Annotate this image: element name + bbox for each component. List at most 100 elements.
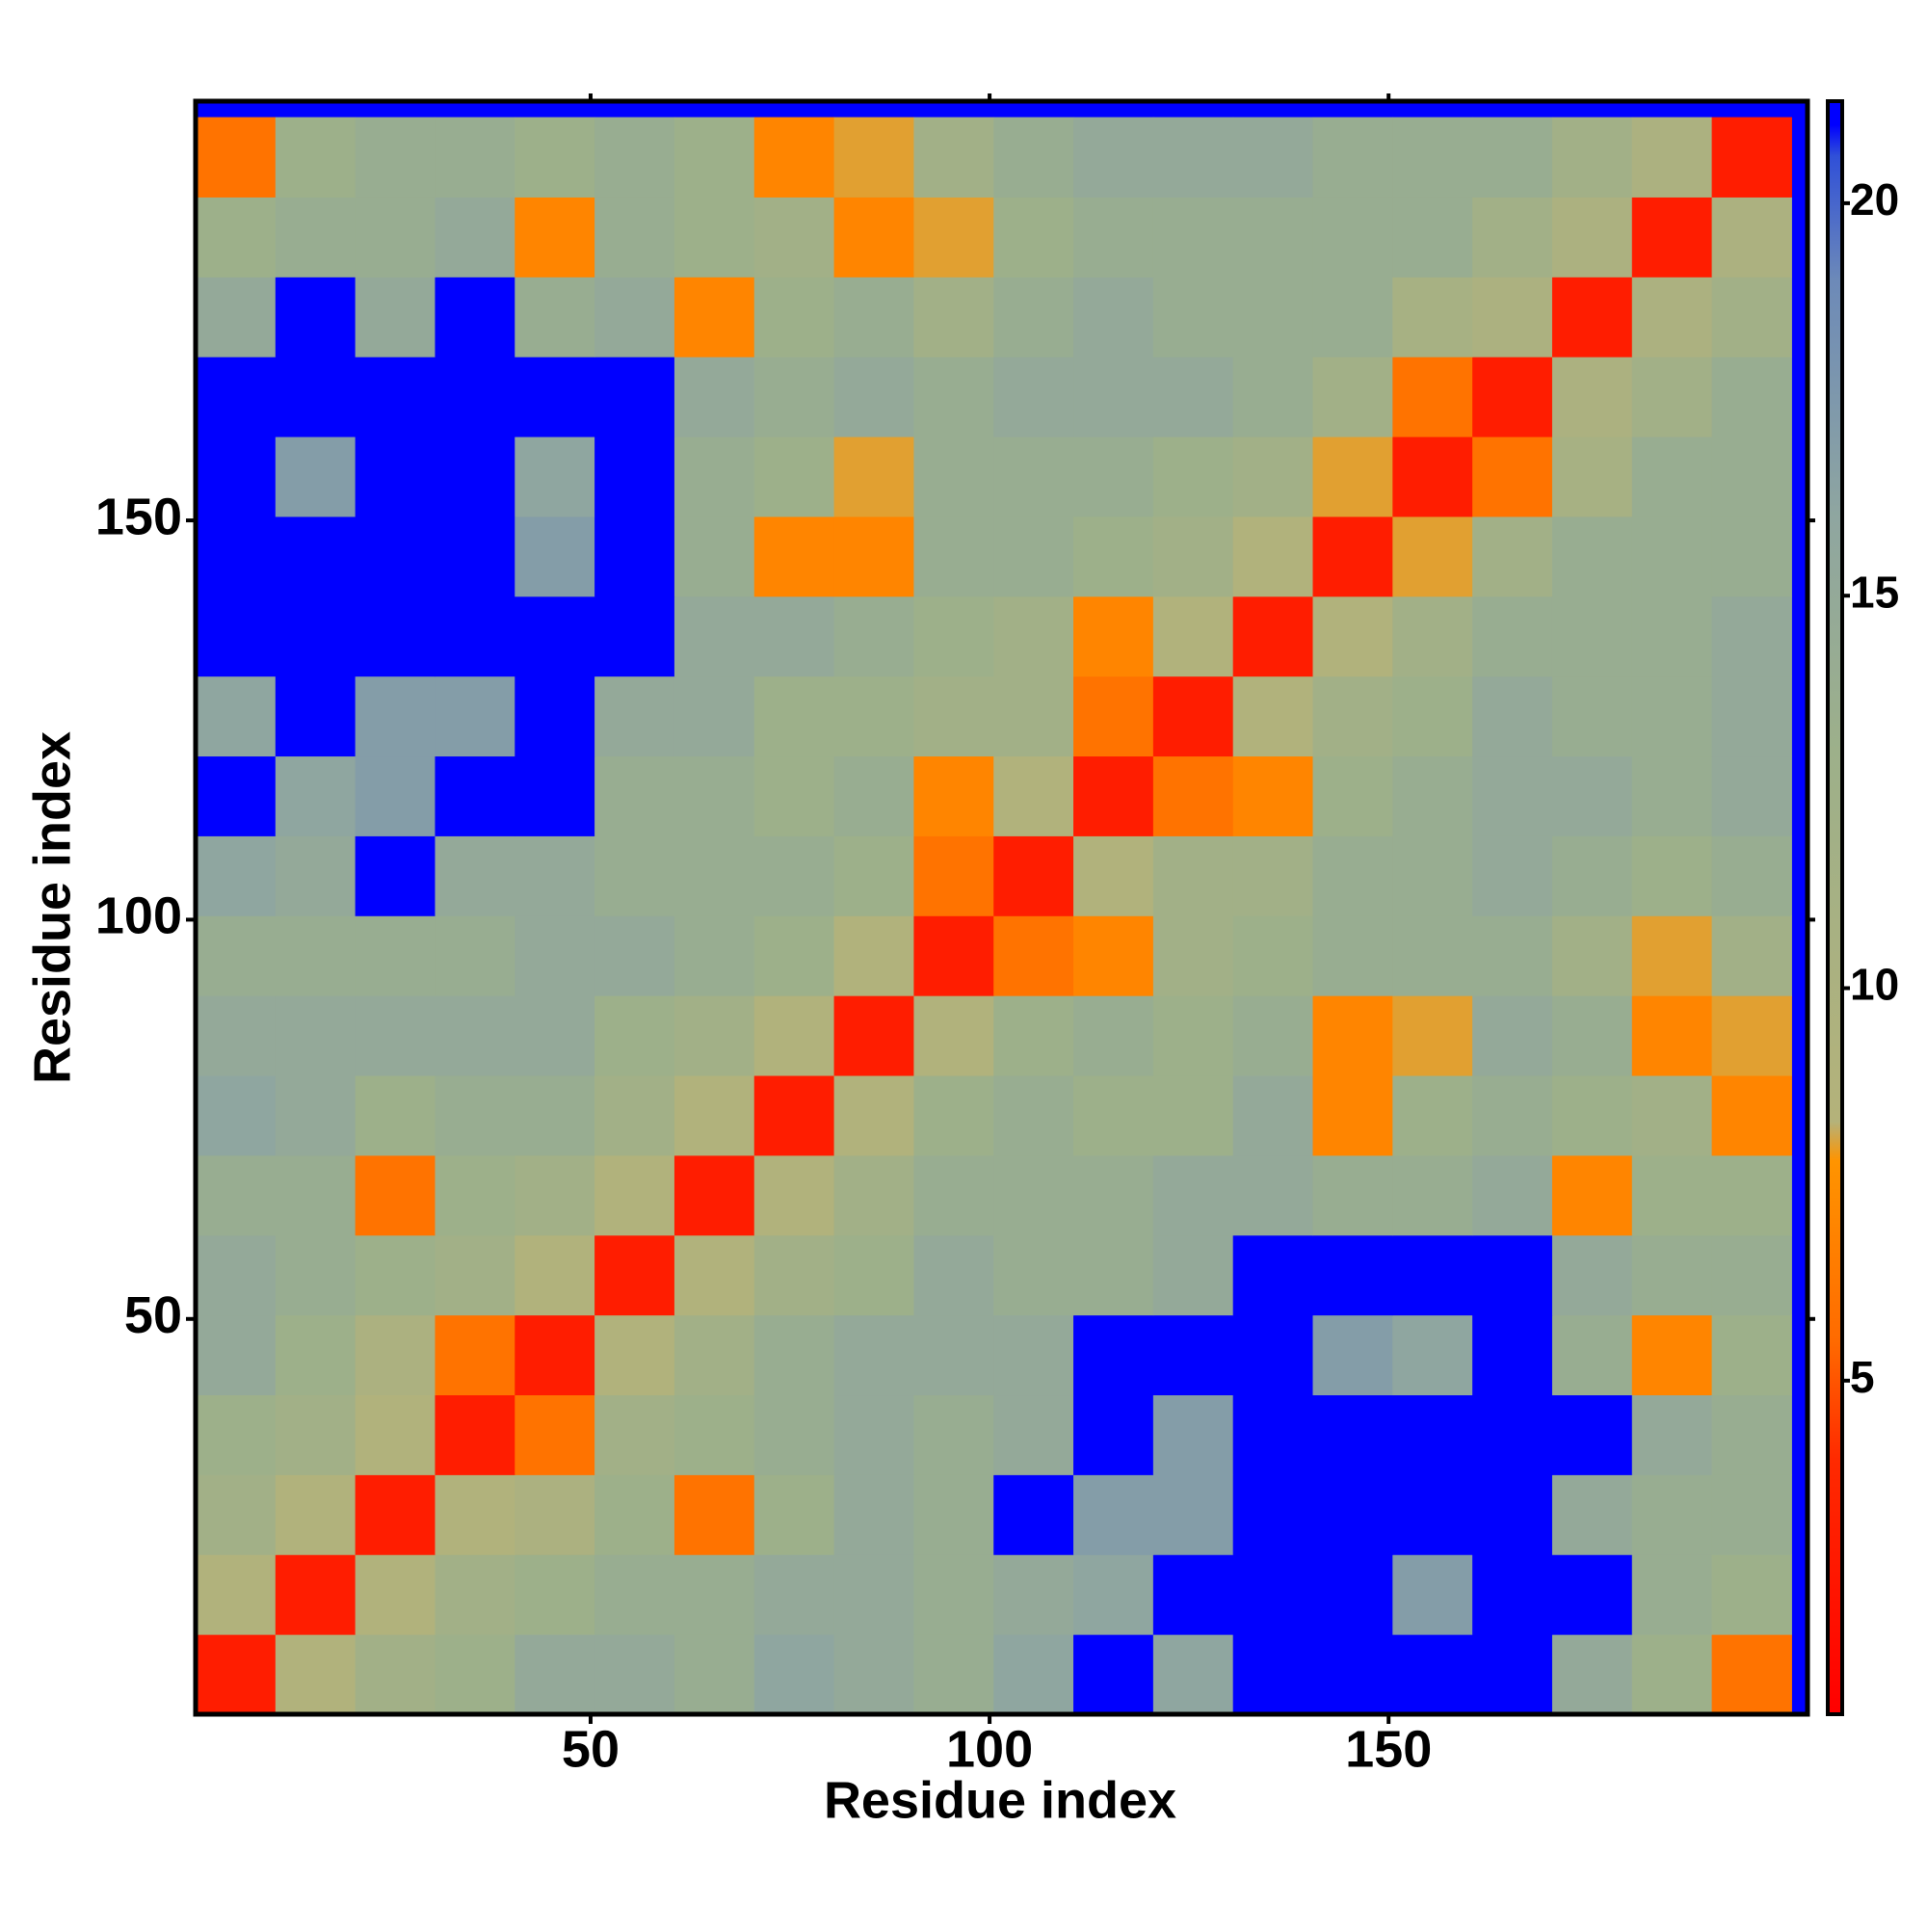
heatmap-cell bbox=[1631, 1634, 1713, 1715]
heatmap-cell bbox=[594, 1474, 675, 1555]
x-tick-label: 50 bbox=[562, 1720, 620, 1778]
heatmap-cell bbox=[913, 117, 994, 198]
heatmap-cell bbox=[275, 516, 356, 597]
heatmap-cell bbox=[515, 1075, 595, 1156]
heatmap-cell bbox=[1472, 117, 1553, 198]
heatmap-cell bbox=[1392, 1314, 1473, 1396]
heatmap-cell bbox=[435, 197, 515, 278]
heatmap-cell bbox=[753, 1394, 835, 1475]
heatmap-cell bbox=[1152, 1394, 1234, 1475]
heatmap-cell bbox=[1472, 277, 1553, 357]
heatmap-cell bbox=[1472, 197, 1553, 278]
heatmap-cell bbox=[355, 1314, 436, 1396]
heatmap-cell bbox=[594, 1634, 675, 1715]
heatmap-cell bbox=[435, 675, 515, 757]
heatmap-cell bbox=[1312, 516, 1393, 597]
heatmap-cell bbox=[1392, 117, 1473, 198]
heatmap-cell bbox=[594, 1154, 675, 1236]
heatmap-cell bbox=[1392, 755, 1473, 836]
heatmap-cell bbox=[435, 516, 515, 597]
heatmap-cell bbox=[833, 1634, 914, 1715]
heatmap-cell bbox=[275, 1075, 356, 1156]
heatmap-cell bbox=[753, 1474, 835, 1555]
heatmap-cell bbox=[993, 835, 1074, 916]
heatmap-cell bbox=[993, 357, 1074, 437]
heatmap-cell bbox=[1312, 595, 1393, 677]
heatmap-cell bbox=[196, 835, 277, 916]
heatmap-cell bbox=[515, 277, 595, 357]
heatmap-cell bbox=[1232, 995, 1314, 1076]
heatmap-cell bbox=[1392, 357, 1473, 437]
heatmap-cell bbox=[1551, 595, 1633, 677]
heatmap-cell bbox=[1232, 1474, 1314, 1555]
heatmap-cell bbox=[913, 1154, 994, 1236]
heatmap-cell bbox=[1312, 357, 1393, 437]
heatmap-cell bbox=[355, 1394, 436, 1475]
heatmap-cell bbox=[594, 197, 675, 278]
heatmap-cell bbox=[753, 1075, 835, 1156]
heatmap-cell bbox=[1312, 1634, 1393, 1715]
heatmap-cell bbox=[355, 357, 436, 437]
heatmap-cell bbox=[993, 755, 1074, 836]
heatmap-cell bbox=[515, 197, 595, 278]
colorbar bbox=[1826, 99, 1844, 1716]
heatmap-cell bbox=[1312, 1314, 1393, 1396]
heatmap-cell bbox=[833, 357, 914, 437]
heatmap-cell bbox=[1472, 675, 1553, 757]
heatmap-cell bbox=[673, 1634, 755, 1715]
heatmap-cell bbox=[435, 1394, 515, 1475]
heatmap-cell bbox=[1472, 437, 1553, 517]
heatmap-cell bbox=[673, 1394, 755, 1475]
heatmap-cell bbox=[594, 1394, 675, 1475]
heatmap-cell bbox=[1152, 675, 1234, 757]
heatmap-cell bbox=[753, 835, 835, 916]
heatmap-cell bbox=[833, 675, 914, 757]
heatmap-cell bbox=[515, 117, 595, 198]
heatmap-cell bbox=[1312, 197, 1393, 278]
heatmap-cell bbox=[196, 277, 277, 357]
heatmap-cell bbox=[1631, 516, 1713, 597]
heatmap-cell bbox=[275, 277, 356, 357]
heatmap-cell bbox=[913, 1075, 994, 1156]
heatmap-cell bbox=[1312, 1474, 1393, 1555]
heatmap-cell bbox=[1631, 595, 1713, 677]
heatmap-cell bbox=[1232, 357, 1314, 437]
heatmap-cell bbox=[753, 1314, 835, 1396]
heatmap-cell bbox=[435, 835, 515, 916]
heatmap-cell bbox=[753, 1634, 835, 1715]
heatmap-cell bbox=[435, 915, 515, 996]
heatmap-cell bbox=[673, 1474, 755, 1555]
heatmap-cell bbox=[435, 117, 515, 198]
heatmap-cell bbox=[673, 1154, 755, 1236]
heatmap-cell bbox=[673, 516, 755, 597]
heatmap-cell bbox=[1232, 1234, 1314, 1316]
heatmap-cell bbox=[355, 1634, 436, 1715]
heatmap-cell bbox=[833, 117, 914, 198]
heatmap-cell bbox=[993, 277, 1074, 357]
heatmap-cell bbox=[1312, 1234, 1393, 1316]
heatmap-cell bbox=[913, 1474, 994, 1555]
heatmap-cell bbox=[1711, 1234, 1792, 1316]
heatmap-cell bbox=[435, 595, 515, 677]
heatmap-cell bbox=[196, 675, 277, 757]
heatmap-cell bbox=[1551, 277, 1633, 357]
heatmap-cell bbox=[913, 755, 994, 836]
heatmap-cell bbox=[1392, 675, 1473, 757]
heatmap-cell bbox=[355, 516, 436, 597]
x-axis-title: Residue index bbox=[824, 1771, 1176, 1829]
heatmap-cell bbox=[1631, 117, 1713, 198]
heatmap-cell bbox=[1472, 1075, 1553, 1156]
heatmap-cell bbox=[1073, 1075, 1154, 1156]
heatmap-cell bbox=[1631, 197, 1713, 278]
heatmap-cell bbox=[435, 1634, 515, 1715]
heatmap-cell bbox=[913, 1634, 994, 1715]
heatmap-cell bbox=[673, 357, 755, 437]
x-tick-label: 150 bbox=[1345, 1720, 1432, 1778]
heatmap-cell bbox=[673, 1554, 755, 1635]
heatmap-cell bbox=[993, 1075, 1074, 1156]
heatmap-cell bbox=[355, 915, 436, 996]
heatmap-cell bbox=[1312, 117, 1393, 198]
heatmap-cell bbox=[594, 675, 675, 757]
heatmap-cell bbox=[275, 915, 356, 996]
heatmap-cell bbox=[753, 1234, 835, 1316]
